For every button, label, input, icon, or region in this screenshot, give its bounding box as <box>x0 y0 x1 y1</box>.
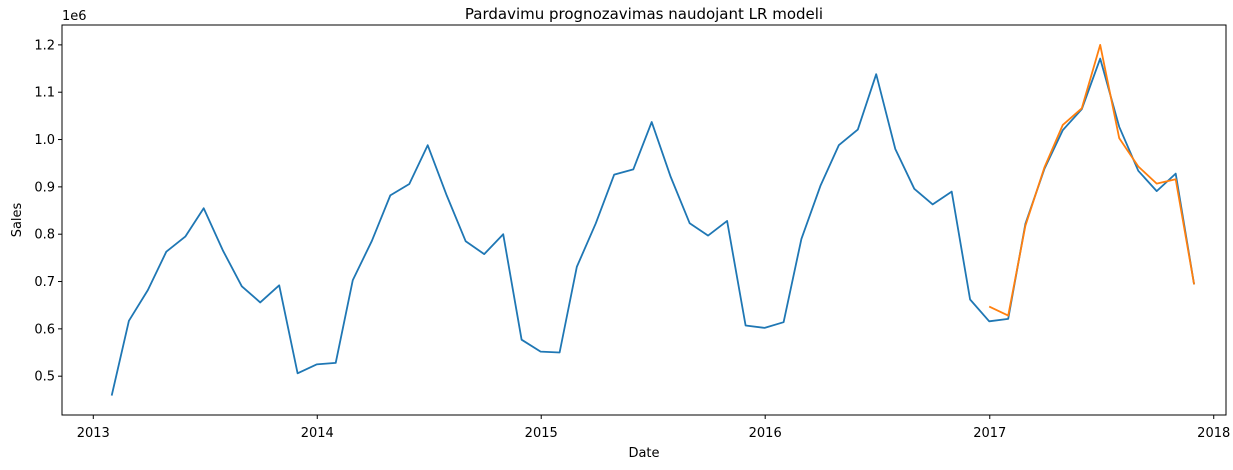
x-tick-label: 2016 <box>749 426 782 441</box>
y-axis: 0.5 0.6 0.7 0.8 0.9 1.0 1.1 1.2 <box>34 38 62 385</box>
y-axis-label: Sales <box>10 202 25 237</box>
x-tick-label: 2015 <box>525 426 558 441</box>
series-line-2 <box>988 44 1195 317</box>
y-tick-label: 0.7 <box>34 275 55 290</box>
y-tick-label: 1.2 <box>34 38 55 53</box>
x-tick-label: 2017 <box>973 426 1006 441</box>
x-axis-label: Date <box>628 446 659 461</box>
y-tick-label: 1.1 <box>34 86 55 101</box>
y-tick-label: 1.0 <box>34 133 55 148</box>
y-tick-label: 0.6 <box>34 322 55 337</box>
x-tick-label: 2014 <box>301 426 334 441</box>
series-lines <box>110 44 1195 396</box>
y-axis-offset-label: 1e6 <box>62 9 87 24</box>
x-tick-label: 2018 <box>1197 426 1230 441</box>
y-tick-label: 0.9 <box>34 180 55 195</box>
y-tick-label: 0.5 <box>34 370 55 385</box>
y-tick-label: 0.8 <box>34 228 55 243</box>
chart-title: Pardavimu prognozavimas naudojant LR mod… <box>465 5 823 23</box>
series-line-1 <box>110 57 1195 396</box>
plot-frame <box>61 24 1227 416</box>
x-axis: 2013 2014 2015 2016 2017 2018 <box>77 415 1230 441</box>
x-tick-label: 2013 <box>77 426 110 441</box>
